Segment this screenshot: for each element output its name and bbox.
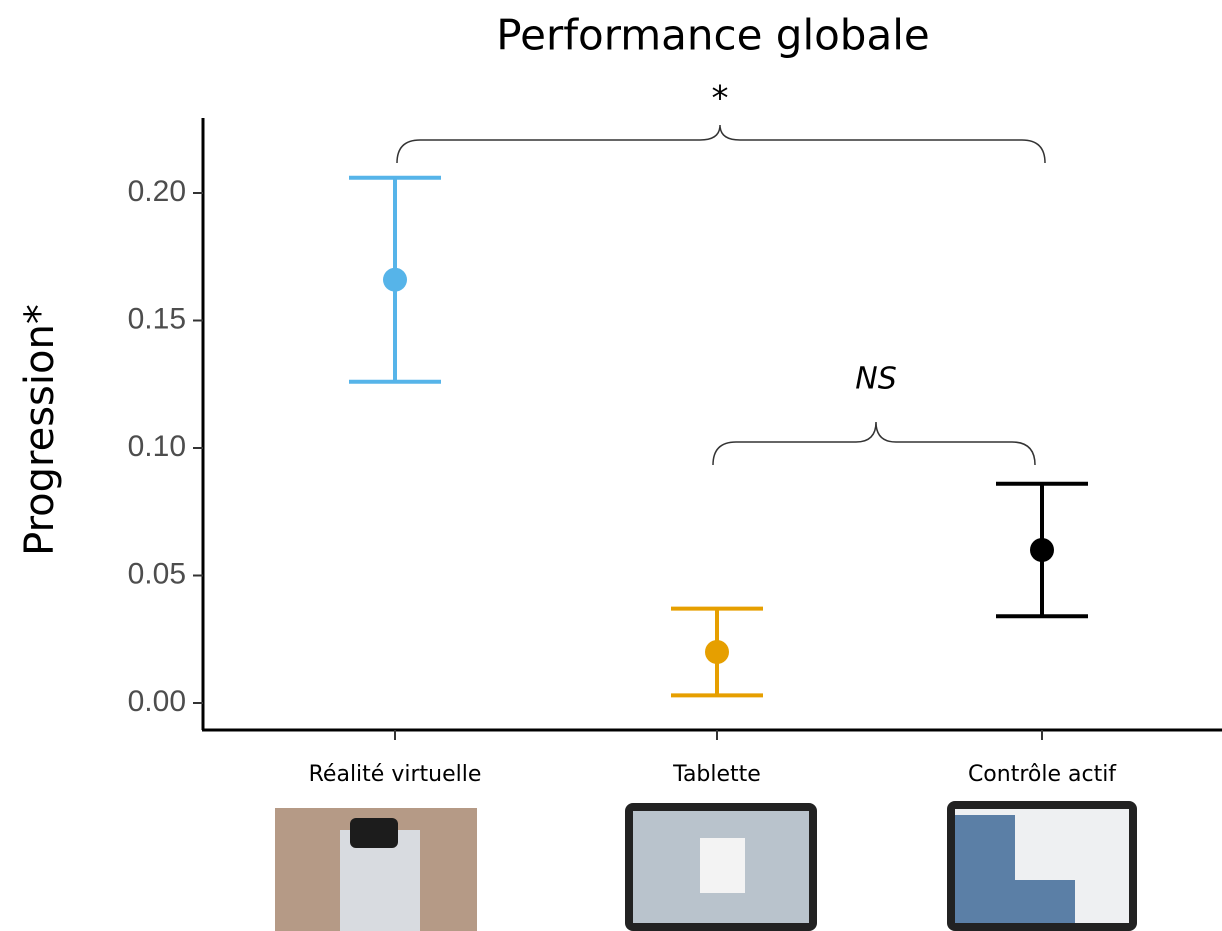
y-tick-label: 0.15 <box>128 302 186 335</box>
y-tick-label: 0.20 <box>128 175 186 208</box>
y-tick-label: 0.05 <box>128 557 186 590</box>
chart-title: Performance globale <box>496 11 929 60</box>
point <box>705 640 729 664</box>
y-tick-label: 0.10 <box>128 430 186 463</box>
x-tick-label: Réalité virtuelle <box>309 762 482 787</box>
category-image <box>275 808 477 931</box>
chart: Performance globale Progression* * NS 0.… <box>0 0 1222 931</box>
category-image <box>947 801 1137 931</box>
significance-bracket <box>713 422 1035 465</box>
y-axis-label: Progression* <box>17 304 63 556</box>
significance-bracket <box>397 125 1045 163</box>
annotation: NS <box>855 362 896 397</box>
x-tick-label: Contrôle actif <box>968 762 1117 787</box>
annotation: * <box>712 79 729 119</box>
point <box>383 268 407 292</box>
x-tick-label: Tablette <box>672 762 761 787</box>
point <box>1030 538 1054 562</box>
y-tick-label: 0.00 <box>128 685 186 718</box>
category-image <box>625 803 817 931</box>
